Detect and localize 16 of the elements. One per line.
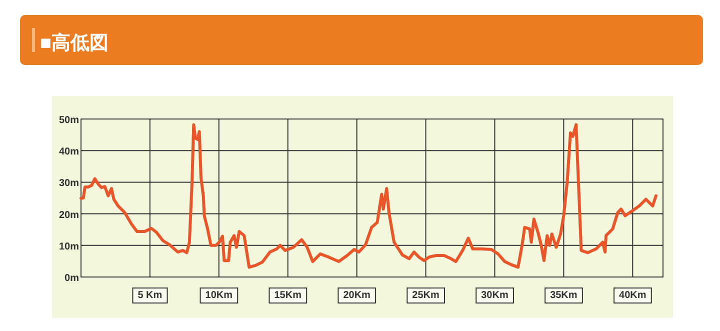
line-series [80, 123, 658, 269]
chart-title: ■高低図 [40, 32, 108, 54]
x-tick-label: 15Km [274, 290, 302, 301]
y-tick-label: 40m [58, 146, 80, 158]
x-tick-label: 10Km [205, 290, 233, 301]
y-tick-label: 30m [58, 178, 80, 190]
y-tick-label: 10m [58, 241, 80, 252]
x-tick-label: 40Km [619, 290, 646, 301]
x-tick-label: 35Km [550, 290, 578, 301]
y-tick-label: 50m [58, 115, 80, 126]
y-tick-label: 0m [64, 273, 80, 284]
x-tick-label: 5 Km [138, 290, 162, 301]
x-tick-label: 30Km [481, 290, 508, 301]
x-tick-label: 25Km [412, 290, 440, 301]
y-tick-label: 20m [58, 210, 80, 221]
x-tick-label: 20Km [343, 290, 371, 301]
